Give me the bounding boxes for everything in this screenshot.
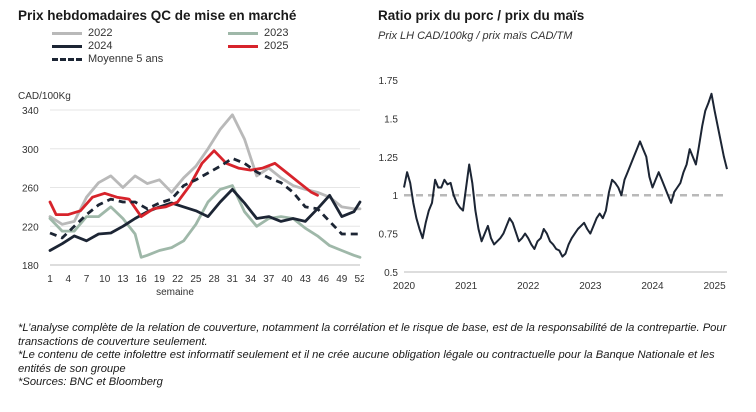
x-tick-label-43: 43 bbox=[300, 274, 312, 285]
y-tick-label-300: 300 bbox=[22, 145, 39, 156]
x-tick-label-1: 1 bbox=[47, 274, 53, 285]
right-chart-title: Ratio prix du porc / prix du maïs bbox=[378, 8, 585, 23]
series-line-ratio bbox=[403, 92, 728, 258]
x-tick-label-49: 49 bbox=[336, 274, 348, 285]
x-tick-label-40: 40 bbox=[281, 274, 293, 285]
series-line-2022 bbox=[48, 113, 362, 226]
x-tick-label-2023: 2023 bbox=[579, 281, 602, 292]
legend-label-moyenne: Moyenne 5 ans bbox=[88, 53, 164, 65]
x-tick-label-46: 46 bbox=[318, 274, 330, 285]
legend-2024: 2024 bbox=[52, 40, 112, 52]
legend-swatch-2022 bbox=[52, 31, 82, 35]
legend-swatch-2023 bbox=[228, 31, 258, 35]
footnote-hedging: *L’analyse complète de la relation de co… bbox=[18, 322, 727, 348]
x-tick-label-2025: 2025 bbox=[703, 281, 726, 292]
legend-swatch-moyenne bbox=[52, 57, 82, 61]
x-tick-label-16: 16 bbox=[136, 274, 148, 285]
y-tick-label-220: 220 bbox=[22, 222, 39, 233]
series-line-2025 bbox=[48, 149, 319, 219]
legend-moyenne-5-ans: Moyenne 5 ans bbox=[52, 53, 163, 65]
y-tick-label-180: 180 bbox=[22, 261, 39, 272]
footnote-sources: *Sources: BNC et Bloomberg bbox=[18, 376, 163, 389]
y-tick-label-0-5: 0.5 bbox=[384, 268, 398, 279]
legend-label-2025: 2025 bbox=[264, 40, 289, 52]
series-line-moyenne-5-ans bbox=[49, 157, 360, 240]
y-tick-label-1-5: 1.5 bbox=[384, 114, 398, 125]
x-tick-label-37: 37 bbox=[263, 274, 275, 285]
x-tick-label-10: 10 bbox=[99, 274, 111, 285]
x-tick-label-2021: 2021 bbox=[455, 281, 478, 292]
x-axis-label: semaine bbox=[156, 287, 194, 298]
x-tick-label-34: 34 bbox=[245, 274, 257, 285]
footnote-disclaimer: *Le contenu de cette infolettre est info… bbox=[18, 349, 715, 375]
legend-swatch-2024 bbox=[52, 44, 82, 48]
legend-label-2022: 2022 bbox=[88, 27, 113, 39]
y-tick-label-1-75: 1.75 bbox=[379, 76, 399, 87]
x-tick-label-31: 31 bbox=[227, 274, 239, 285]
y-axis-label: CAD/100Kg bbox=[18, 91, 71, 102]
ratio-chart: 0.5 0.75 1 1.25 1.5 1.75 2020 2021 2022 2023 2024 2… bbox=[379, 76, 728, 292]
y-tick-label-340: 340 bbox=[22, 106, 39, 117]
legend-2022: 2022 bbox=[52, 27, 112, 39]
x-tick-label-25: 25 bbox=[190, 274, 202, 285]
legend-swatch-2025 bbox=[228, 44, 258, 48]
legend-2023: 2023 bbox=[228, 27, 288, 39]
x-tick-label-7: 7 bbox=[84, 274, 90, 285]
footnotes: *L’analyse complète de la relation de co… bbox=[18, 322, 738, 390]
right-chart-subtitle: Prix LH CAD/100kg / prix maïs CAD/TM bbox=[378, 30, 573, 42]
x-tick-label-2020: 2020 bbox=[393, 281, 416, 292]
x-tick-label-22: 22 bbox=[172, 274, 184, 285]
y-tick-label-1-25: 1.25 bbox=[379, 153, 399, 164]
legend-2025: 2025 bbox=[228, 40, 288, 52]
x-tick-label-19: 19 bbox=[154, 274, 166, 285]
weekly-price-chart: CAD/100Kg 180 220 260 300 340 1 4 7 10 13 16 19 22 25 2… bbox=[18, 91, 364, 298]
y-tick-label-0-75: 0.75 bbox=[379, 230, 399, 241]
series-line-2024 bbox=[48, 188, 362, 252]
y-tick-label-260: 260 bbox=[22, 184, 39, 195]
left-chart-title: Prix hebdomadaires QC de mise en marché bbox=[18, 8, 297, 23]
x-tick-label-28: 28 bbox=[209, 274, 221, 285]
x-tick-label-13: 13 bbox=[117, 274, 129, 285]
y-tick-label-1: 1 bbox=[392, 191, 398, 202]
x-tick-label-2024: 2024 bbox=[641, 281, 664, 292]
legend-label-2024: 2024 bbox=[88, 40, 113, 52]
x-tick-label-52: 52 bbox=[354, 274, 364, 285]
legend-label-2023: 2023 bbox=[264, 27, 289, 39]
x-tick-label-4: 4 bbox=[65, 274, 71, 285]
x-tick-label-2022: 2022 bbox=[517, 281, 540, 292]
